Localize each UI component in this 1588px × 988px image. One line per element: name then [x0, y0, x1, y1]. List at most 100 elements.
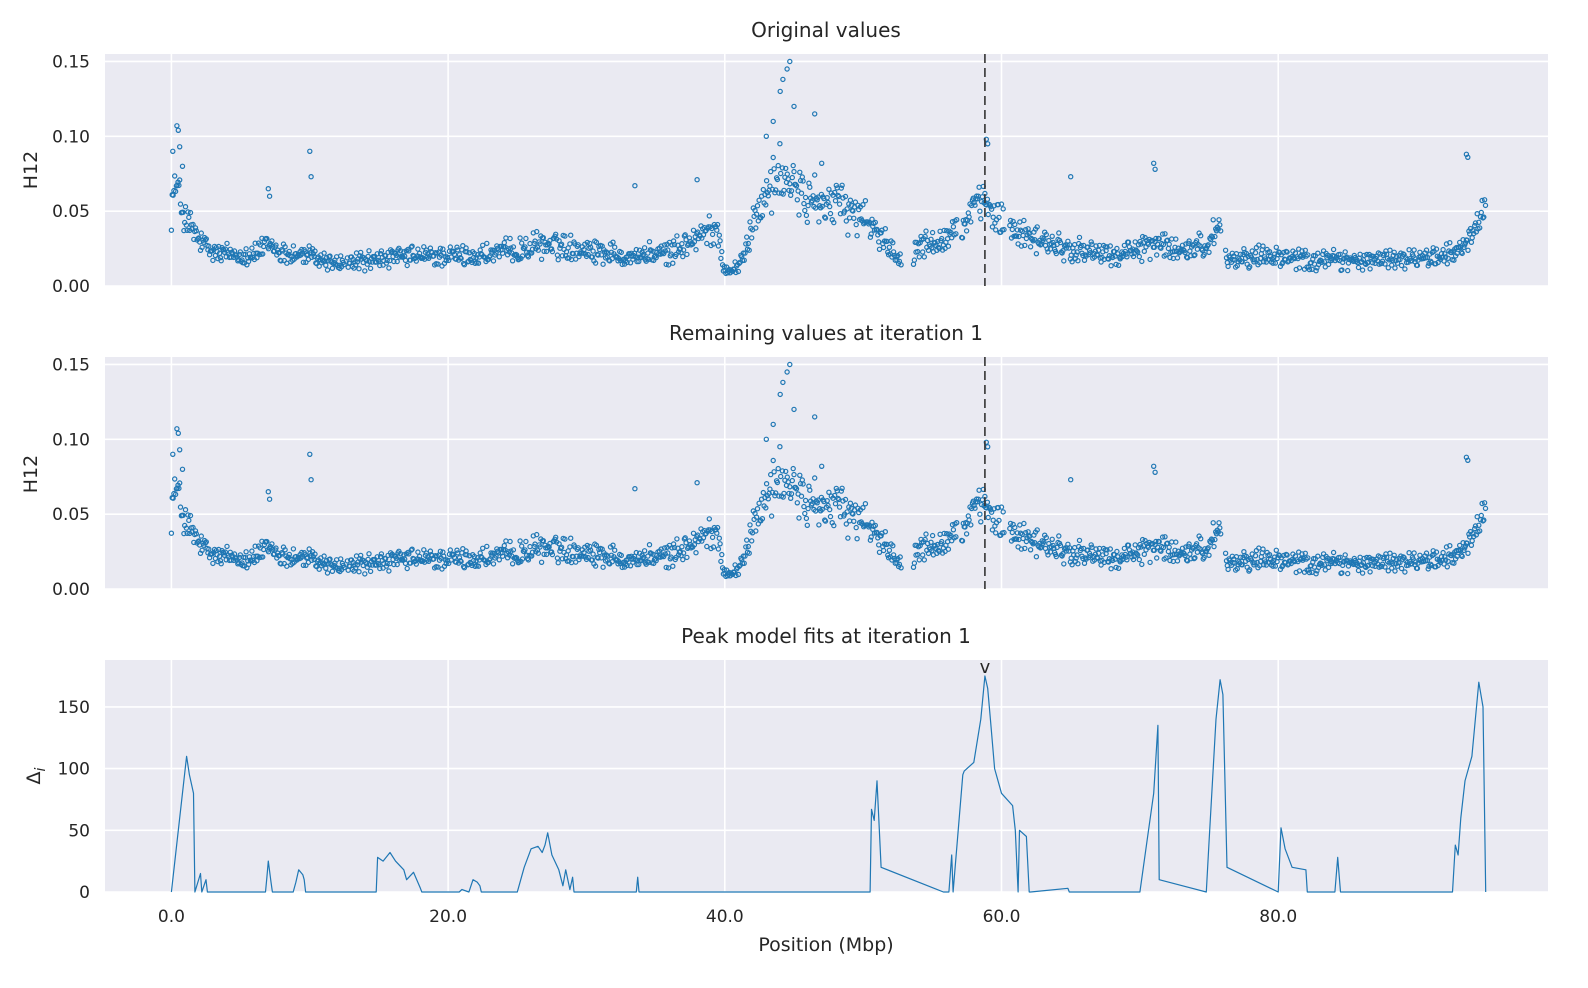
data-point	[1402, 569, 1408, 575]
data-point	[1162, 231, 1168, 237]
data-point	[714, 530, 720, 536]
data-point	[406, 551, 412, 557]
data-point	[1447, 543, 1453, 549]
data-point	[653, 557, 659, 564]
data-point	[819, 203, 825, 210]
data-point	[1481, 197, 1488, 203]
data-point	[1478, 512, 1485, 519]
data-point	[839, 182, 845, 188]
data-point	[915, 551, 921, 558]
data-point	[612, 547, 618, 553]
data-point	[358, 552, 364, 559]
data-point	[1296, 265, 1303, 271]
data-point	[990, 517, 996, 523]
panel-title: Original values	[751, 18, 901, 42]
data-point	[1001, 529, 1007, 536]
data-point	[851, 518, 857, 525]
data-point	[1121, 242, 1128, 249]
y-tick-label: 100	[58, 760, 90, 780]
data-point	[555, 560, 561, 566]
data-point	[505, 549, 512, 555]
data-point	[1359, 267, 1366, 273]
data-point	[803, 515, 810, 522]
data-point	[1075, 561, 1081, 567]
data-point	[1479, 197, 1485, 204]
data-point	[323, 262, 329, 268]
data-point	[886, 244, 893, 250]
data-point	[1201, 251, 1207, 258]
data-point	[959, 235, 966, 241]
data-point	[793, 486, 800, 492]
data-point	[959, 538, 966, 544]
data-point	[1391, 249, 1397, 255]
data-point	[972, 202, 978, 208]
data-point	[1033, 250, 1040, 257]
data-point	[176, 480, 183, 486]
data-point	[1068, 555, 1074, 561]
plot-background	[105, 54, 1548, 286]
data-point	[575, 242, 581, 248]
data-point	[714, 524, 721, 531]
data-point	[1139, 561, 1145, 568]
data-point	[1319, 562, 1325, 569]
data-point	[837, 210, 844, 217]
data-point	[1174, 255, 1181, 261]
data-point	[447, 244, 453, 250]
data-point	[1387, 247, 1393, 253]
data-point	[1284, 552, 1290, 558]
data-point	[570, 250, 576, 257]
data-point	[1465, 247, 1471, 253]
data-point	[558, 241, 565, 247]
data-point	[929, 532, 936, 539]
data-point	[391, 561, 397, 568]
data-point	[710, 241, 717, 247]
data-point	[816, 522, 822, 528]
data-point	[1132, 239, 1138, 245]
data-point	[929, 547, 935, 554]
data-point	[1389, 257, 1396, 263]
data-point	[718, 558, 724, 565]
data-point	[374, 554, 380, 560]
data-point	[1139, 536, 1146, 543]
data-point	[950, 527, 957, 533]
data-point	[1125, 239, 1132, 245]
data-point	[1121, 545, 1128, 552]
data-point	[1425, 263, 1431, 269]
data-point	[694, 480, 700, 486]
data-point	[765, 496, 772, 502]
peak-marker: v	[980, 657, 991, 678]
data-point	[1183, 241, 1189, 247]
data-point	[760, 186, 767, 193]
data-point	[1122, 248, 1128, 255]
data-point	[509, 258, 516, 264]
data-point	[1315, 553, 1321, 559]
data-point	[605, 553, 611, 559]
data-point	[1480, 518, 1486, 524]
data-point	[1153, 555, 1160, 561]
data-point	[1206, 249, 1212, 255]
data-point	[1018, 243, 1025, 249]
data-point	[1342, 249, 1348, 255]
data-point	[803, 212, 810, 219]
data-point	[1481, 214, 1487, 220]
data-point	[775, 162, 781, 169]
data-point	[1007, 217, 1014, 224]
data-point	[680, 550, 687, 556]
data-point	[662, 551, 669, 557]
data-point	[646, 559, 652, 566]
data-point	[1355, 264, 1362, 271]
data-point	[192, 528, 199, 534]
data-point	[352, 562, 358, 568]
data-point	[1472, 523, 1479, 529]
data-point	[774, 176, 781, 183]
data-point	[377, 262, 383, 269]
data-point	[1093, 243, 1099, 249]
data-point	[978, 216, 984, 222]
data-point	[1182, 552, 1188, 559]
data-point	[1069, 259, 1075, 265]
data-point	[540, 234, 547, 241]
data-point	[815, 497, 821, 503]
data-point	[1310, 559, 1316, 565]
data-point	[1056, 230, 1062, 236]
data-point	[1073, 252, 1079, 258]
